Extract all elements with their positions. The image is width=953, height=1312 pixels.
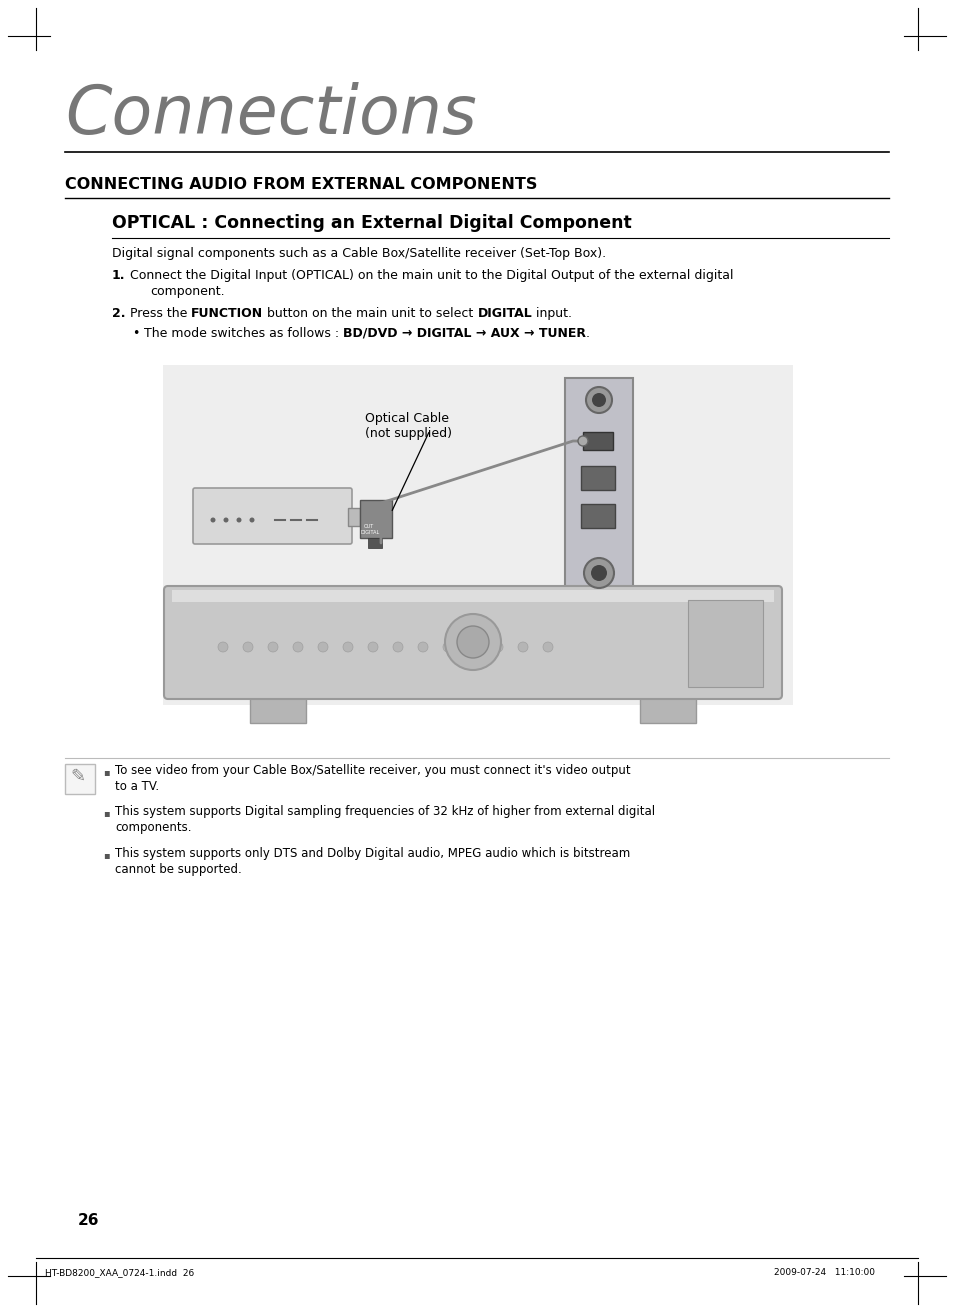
Text: BD/DVD → DIGITAL → AUX → TUNER: BD/DVD → DIGITAL → AUX → TUNER: [343, 327, 585, 340]
Text: component.: component.: [150, 285, 224, 298]
Text: .: .: [585, 327, 590, 340]
Text: This system supports Digital sampling frequencies of 32 kHz of higher from exter: This system supports Digital sampling fr…: [115, 806, 655, 817]
Text: DIGITAL: DIGITAL: [477, 307, 532, 320]
Circle shape: [517, 642, 527, 652]
Circle shape: [442, 642, 453, 652]
Circle shape: [218, 642, 228, 652]
Circle shape: [456, 626, 489, 659]
Bar: [348, 508, 359, 526]
Text: 2.: 2.: [112, 307, 126, 320]
Circle shape: [542, 642, 553, 652]
Text: ✎: ✎: [70, 768, 85, 786]
Bar: [639, 697, 696, 723]
Text: button on the main unit to select: button on the main unit to select: [263, 307, 477, 320]
Circle shape: [250, 517, 254, 522]
Circle shape: [583, 558, 614, 588]
Circle shape: [585, 387, 612, 413]
Circle shape: [243, 642, 253, 652]
Circle shape: [578, 436, 587, 446]
Text: Optical Cable: Optical Cable: [365, 412, 449, 425]
Bar: [687, 600, 762, 687]
Circle shape: [317, 642, 328, 652]
Text: ▪: ▪: [103, 850, 110, 859]
Bar: [65, 764, 95, 794]
Circle shape: [223, 517, 229, 522]
Text: cannot be supported.: cannot be supported.: [115, 863, 241, 876]
Text: input.: input.: [532, 307, 572, 320]
Text: Digital signal components such as a Cable Box/Satellite receiver (Set-Top Box).: Digital signal components such as a Cabl…: [112, 247, 605, 260]
Text: ▪: ▪: [103, 808, 110, 817]
Bar: [368, 538, 381, 548]
Circle shape: [444, 614, 500, 670]
Text: 2009-07-24   11:10:00: 2009-07-24 11:10:00: [773, 1267, 874, 1277]
Circle shape: [343, 642, 353, 652]
Text: •: •: [132, 327, 139, 340]
Text: Press the: Press the: [130, 307, 192, 320]
Text: Connections: Connections: [65, 81, 476, 148]
Text: OUT: OUT: [364, 523, 374, 529]
Text: CONNECTING AUDIO FROM EXTERNAL COMPONENTS: CONNECTING AUDIO FROM EXTERNAL COMPONENT…: [65, 177, 537, 192]
Text: 1.: 1.: [112, 269, 126, 282]
Circle shape: [590, 565, 606, 581]
Circle shape: [236, 517, 241, 522]
Text: DIGITAL: DIGITAL: [360, 530, 380, 535]
Circle shape: [393, 642, 402, 652]
Text: FUNCTION: FUNCTION: [192, 307, 263, 320]
Text: Connect the Digital Input (OPTICAL) on the main unit to the Digital Output of th: Connect the Digital Input (OPTICAL) on t…: [130, 269, 733, 282]
Circle shape: [468, 642, 477, 652]
Circle shape: [592, 394, 605, 407]
Text: components.: components.: [115, 821, 192, 834]
Text: to a TV.: to a TV.: [115, 781, 159, 792]
Bar: [564, 378, 633, 604]
Bar: [580, 466, 615, 489]
Bar: [163, 365, 792, 705]
Bar: [172, 590, 773, 602]
FancyBboxPatch shape: [164, 586, 781, 699]
Circle shape: [368, 642, 377, 652]
Text: (not supplied): (not supplied): [365, 426, 452, 440]
Circle shape: [268, 642, 277, 652]
Text: ▪: ▪: [103, 768, 110, 777]
Text: To see video from your Cable Box/Satellite receiver, you must connect it's video: To see video from your Cable Box/Satelli…: [115, 764, 630, 777]
Circle shape: [211, 517, 215, 522]
Bar: [580, 504, 615, 527]
FancyBboxPatch shape: [193, 488, 352, 544]
Bar: [359, 500, 392, 538]
Circle shape: [493, 642, 502, 652]
Bar: [582, 432, 613, 450]
Text: OPTICAL : Connecting an External Digital Component: OPTICAL : Connecting an External Digital…: [112, 214, 631, 232]
Text: This system supports only DTS and Dolby Digital audio, MPEG audio which is bitst: This system supports only DTS and Dolby …: [115, 848, 630, 859]
Text: The mode switches as follows :: The mode switches as follows :: [144, 327, 343, 340]
Bar: [250, 697, 306, 723]
Circle shape: [417, 642, 428, 652]
Text: 26: 26: [78, 1214, 99, 1228]
Circle shape: [293, 642, 303, 652]
Text: HT-BD8200_XAA_0724-1.indd  26: HT-BD8200_XAA_0724-1.indd 26: [45, 1267, 194, 1277]
